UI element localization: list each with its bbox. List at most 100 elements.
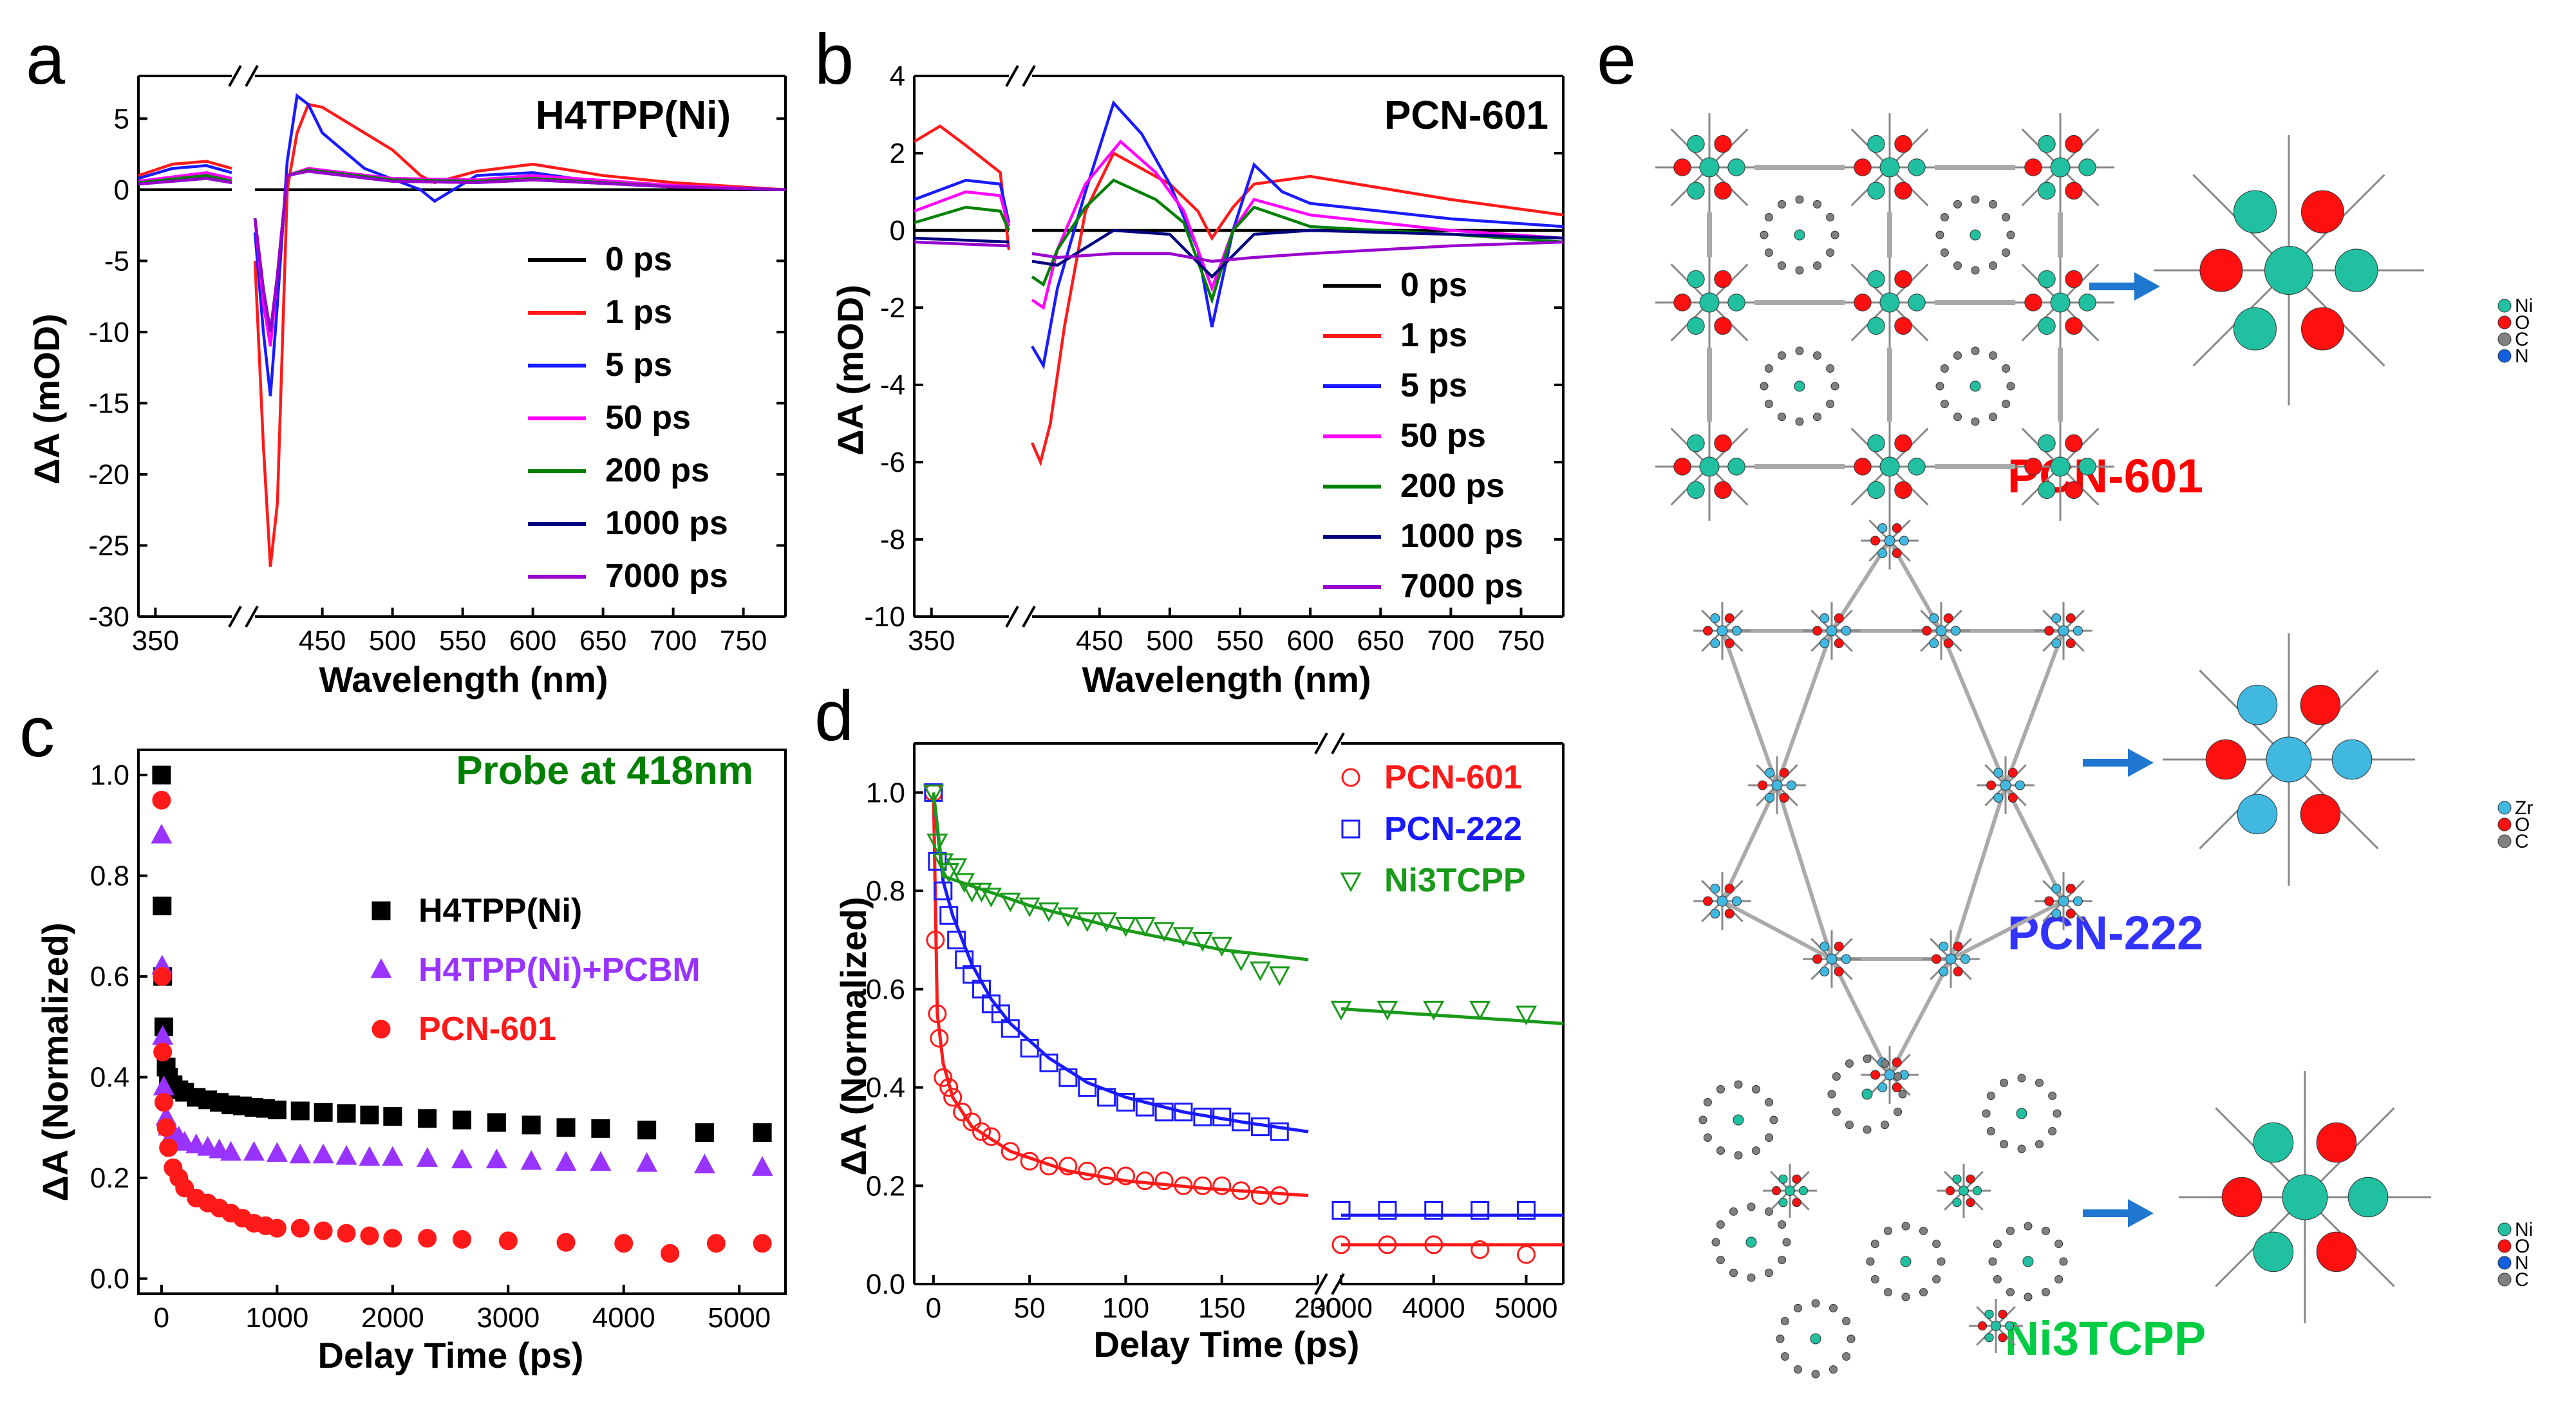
- cluster-atom: [1993, 792, 2004, 803]
- cluster-atom: [1826, 625, 1838, 637]
- porphyrin-atom: [1845, 1059, 1854, 1068]
- porphyrin-atom: [1898, 1090, 1907, 1099]
- panel-d-point-1: [934, 881, 953, 900]
- panel-a-series-2: [138, 164, 232, 180]
- panel-c-ylabel: ΔA (Normalized): [35, 922, 75, 1201]
- porphyrin-atom: [1932, 1275, 1941, 1283]
- panel-a-series-2: [253, 93, 786, 396]
- panel-c-point-1: [243, 1141, 265, 1161]
- porphyrin-atom: [2024, 1292, 2033, 1301]
- cluster-atom: [1894, 317, 1912, 335]
- panel-a-xtick-label: 650: [579, 625, 626, 657]
- panel-d-point-2: [980, 888, 1002, 908]
- element-key-label: C: [2515, 329, 2529, 350]
- panel-c-point-2: [175, 1179, 194, 1198]
- cluster-atom: [1765, 768, 1775, 778]
- cluster-atom: [1714, 481, 1732, 499]
- panel-d-point-1: [1212, 1107, 1232, 1126]
- porphyrin-atom: [1752, 1146, 1760, 1155]
- panel-a-series-1: [253, 102, 786, 567]
- porphyrin-atom: [1795, 417, 1804, 426]
- cluster-atom: [1894, 182, 1912, 200]
- panel-c-point-2: [453, 1230, 471, 1249]
- porphyrin-atom: [1716, 1220, 1725, 1229]
- panel-c-point-2: [614, 1234, 634, 1253]
- panel-d-point-1: [1039, 1053, 1058, 1072]
- cluster-atom: [1687, 434, 1705, 452]
- panel-a-xtick-label: 500: [369, 625, 416, 657]
- panel-d-xtick-label: 5000: [1495, 1292, 1558, 1324]
- panel-d-point-2: [1019, 897, 1040, 918]
- panel-d-point-0: [1193, 1176, 1212, 1195]
- panel-d-point-1: [991, 1004, 1010, 1023]
- porphyrin-atom: [1935, 382, 1944, 391]
- panel-d-point-2: [954, 873, 975, 893]
- panel-b-ytick-label: -6: [880, 447, 905, 478]
- panel-b-series-4: [914, 205, 1011, 231]
- cluster-atom: [1854, 458, 1872, 476]
- panel-d-point-1: [963, 965, 982, 984]
- porphyrin-atom: [2042, 1288, 2050, 1297]
- cluster-atom: [2078, 158, 2096, 176]
- panel-b-ytick-label: -8: [880, 524, 905, 555]
- axis-break-mark: [1314, 732, 1328, 754]
- panel-a-legend-label: 1 ps: [605, 294, 672, 331]
- porphyrin-atom: [1970, 229, 1981, 241]
- cluster-atom: [1998, 1333, 2007, 1343]
- kagome-linker: [1949, 785, 2007, 960]
- cluster-atom: [2301, 190, 2344, 234]
- cluster-atom: [2000, 779, 2011, 791]
- porphyrin-atom: [1953, 413, 1962, 422]
- porphyrin-atom: [1794, 380, 1805, 392]
- panel-d-point-1: [1270, 1122, 1289, 1141]
- cluster-atom: [1945, 953, 1957, 965]
- cluster-atom: [2073, 626, 2083, 636]
- porphyrin-atom: [1989, 351, 1997, 360]
- panel-c-point-1: [312, 1143, 334, 1164]
- cluster-atom: [1943, 613, 1953, 624]
- panel-d-point-2: [1268, 966, 1290, 987]
- panel-c-point-2: [267, 1218, 287, 1238]
- cluster-atom: [1714, 434, 1732, 452]
- structure-arrow-head: [2128, 749, 2154, 777]
- porphyrin-atom: [1847, 1334, 1856, 1343]
- porphyrin-atom: [2048, 1092, 2057, 1100]
- cluster-atom: [2221, 1177, 2262, 1218]
- panel-c-ytick-label: 0.0: [90, 1263, 129, 1295]
- element-key-label: C: [2515, 1269, 2529, 1291]
- panel-d-point-2: [1423, 1000, 1445, 1021]
- cluster-atom: [1966, 1198, 1975, 1207]
- element-key-n: [2497, 1256, 2512, 1270]
- panel-b-series-1: [1030, 151, 1564, 467]
- panel-b-series-3: [1031, 139, 1564, 310]
- panel-a-xtick-label: 750: [720, 625, 767, 657]
- cluster-atom: [1710, 884, 1720, 894]
- panel-a-ylabel: ΔA (mOD): [26, 313, 67, 484]
- panel-d-xtick-label: 0: [926, 1292, 941, 1324]
- panel-a-title: H4TPP(Ni): [536, 93, 731, 138]
- porphyrin-atom: [1711, 1238, 1720, 1247]
- porphyrin-atom: [1813, 261, 1821, 270]
- porphyrin-atom: [1919, 1288, 1928, 1297]
- porphyrin-atom: [1716, 1256, 1725, 1264]
- cluster-atom: [2065, 182, 2083, 200]
- porphyrin-atom: [2006, 1288, 2015, 1297]
- porphyrin-atom: [2053, 1109, 2062, 1118]
- panel-c-xtick-label: 5000: [708, 1302, 771, 1334]
- porphyrin-atom: [1932, 1240, 1941, 1248]
- porphyrin-atom: [1826, 248, 1835, 257]
- panel-c-point-0: [360, 1105, 379, 1124]
- cluster-atom: [2065, 434, 2083, 452]
- panel-c-point-1: [693, 1153, 715, 1173]
- porphyrin-atom: [1940, 213, 1949, 221]
- panel-d-xtick-label: 3000: [1310, 1292, 1373, 1324]
- panel-d-point-2: [932, 853, 954, 873]
- panel-d-point-2: [1211, 936, 1233, 957]
- porphyrin-atom: [1826, 364, 1835, 373]
- porphyrin-atom: [1953, 200, 1962, 209]
- panel-b-xtick-label: 700: [1427, 625, 1474, 657]
- panel-a-series-3: [253, 167, 786, 347]
- panel-b-legend-label: 7000 ps: [1400, 568, 1523, 605]
- panel-c-point-2: [383, 1229, 402, 1248]
